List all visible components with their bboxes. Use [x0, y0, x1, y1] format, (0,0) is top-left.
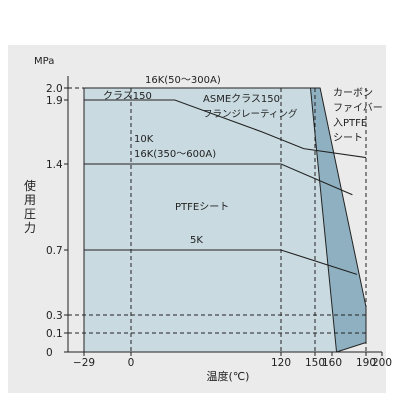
- label-5k: 5K: [190, 235, 203, 246]
- y-tick-label: 0.3: [46, 310, 63, 322]
- series-line-1: [84, 99, 367, 159]
- x-tick-label: 150: [305, 357, 325, 369]
- label-16k-50-300: 16K(50〜300A): [145, 75, 221, 86]
- x-tick-label: 0: [128, 357, 135, 369]
- label-ptfe-sheet: PTFEシート: [175, 202, 229, 213]
- y-tick-label: 1.9: [46, 95, 63, 107]
- region-ptfe-sheet: [84, 88, 337, 352]
- label-asme: ASMEクラス150: [203, 93, 280, 105]
- y-axis-title-char: 力: [24, 221, 36, 235]
- y-axis-title-char: 用: [24, 193, 36, 207]
- y-tick-label: 0: [46, 347, 53, 359]
- x-tick-label: −29: [73, 357, 95, 369]
- y-tick-label: 1.4: [46, 159, 63, 171]
- svg-text:ファイバー: ファイバー: [333, 102, 383, 114]
- svg-text:シート: シート: [333, 133, 363, 144]
- carbon-fiber-label: カーボン ファイバー 入PTFE シート: [333, 87, 383, 144]
- y-axis-title-char: 圧: [24, 207, 36, 221]
- region-outline: [83, 87, 367, 353]
- y-unit-label: MPa: [34, 56, 54, 67]
- label-10k: 10K: [134, 134, 154, 145]
- label-16k-350-600: 16K(350〜600A): [134, 149, 216, 160]
- svg-text:入PTFE: 入PTFE: [333, 118, 367, 129]
- x-axis-title: 温度(℃): [207, 369, 250, 383]
- series-line-2: [84, 163, 353, 196]
- label-class150: クラス150: [103, 90, 152, 102]
- y-axis-title-text: 使用圧力: [24, 178, 36, 235]
- y-axis-title-char: 使: [24, 178, 36, 193]
- x-tick-label: 200: [372, 357, 392, 369]
- x-tick-label: 190: [356, 357, 376, 369]
- label-flange-rating: フランジレーティング: [203, 108, 298, 120]
- y-tick-label: 0.1: [46, 328, 63, 340]
- x-tick-label: 120: [271, 357, 291, 369]
- x-tick-label: 160: [322, 357, 342, 369]
- svg-text:カーボン: カーボン: [333, 87, 373, 99]
- y-tick-label: 0.7: [46, 245, 63, 257]
- y-tick-label: 2.0: [46, 83, 63, 95]
- y-axis-title: 使用圧力: [24, 178, 36, 235]
- region-carbon-fiber-ptfe: [310, 88, 366, 352]
- series-line-3: [84, 249, 358, 275]
